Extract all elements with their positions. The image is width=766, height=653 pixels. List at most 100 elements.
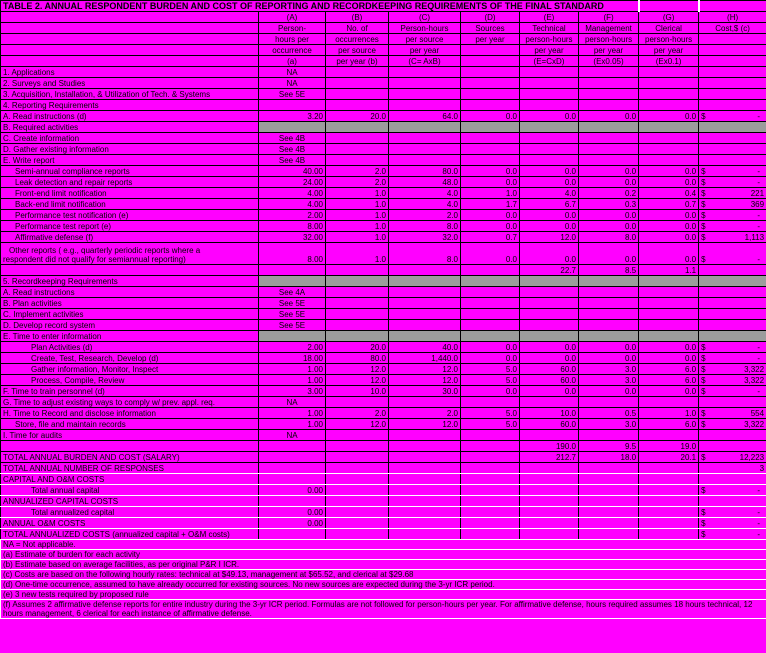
cell-A[interactable]: 0.00 — [258, 484, 326, 496]
column-header-E[interactable]: (E) — [519, 11, 579, 23]
cell-F[interactable] — [577, 154, 640, 166]
cell-F[interactable] — [577, 396, 640, 408]
cell-H[interactable] — [698, 429, 766, 441]
cell-H[interactable]: $ - — [698, 176, 766, 188]
cell-C[interactable] — [388, 440, 461, 452]
cell-D[interactable]: 5.0 — [460, 407, 520, 419]
cell-A[interactable]: NA — [258, 77, 326, 89]
title-empty-cell-g[interactable] — [637, 0, 700, 12]
cell-A[interactable]: 4.00 — [258, 198, 326, 210]
column-header-B[interactable]: No. of — [325, 22, 389, 34]
column-header-B[interactable]: per source — [325, 44, 389, 56]
column-header-C[interactable]: (C= AxB) — [388, 55, 461, 67]
cell-D[interactable] — [460, 264, 520, 276]
cell-B[interactable] — [325, 143, 389, 155]
cell-G[interactable] — [638, 77, 700, 89]
cell-F[interactable] — [577, 143, 640, 155]
cell-E[interactable] — [519, 88, 579, 100]
column-header-D[interactable]: Sources — [460, 22, 520, 34]
cell-A[interactable]: 0.00 — [258, 506, 326, 518]
cell-E[interactable]: 190.0 — [519, 440, 579, 452]
cell-A[interactable] — [258, 495, 326, 507]
cell-D[interactable] — [460, 330, 520, 342]
title-empty-cell-h[interactable] — [697, 0, 766, 12]
column-header-F[interactable]: (F) — [577, 11, 640, 23]
cell-C[interactable] — [388, 396, 461, 408]
cell-C[interactable] — [388, 286, 461, 298]
column-header-A[interactable]: occurrence — [258, 44, 326, 56]
cell-G[interactable]: 20.1 — [638, 451, 700, 463]
footnote[interactable]: (a) Estimate of burden for each activity — [0, 549, 766, 560]
cell-A[interactable]: See 5E — [258, 297, 326, 309]
cell-G[interactable] — [638, 506, 700, 518]
cell-E[interactable] — [519, 330, 579, 342]
cell-F[interactable] — [577, 473, 640, 485]
cell-G[interactable] — [638, 286, 700, 298]
cell-F[interactable] — [577, 308, 640, 320]
cell-A[interactable] — [258, 121, 326, 133]
row-label[interactable]: Affirmative defense (f) — [0, 231, 259, 243]
column-header-A[interactable]: hours per — [258, 33, 326, 45]
cell-F[interactable] — [577, 121, 640, 133]
cell-E[interactable] — [519, 396, 579, 408]
cell-E[interactable]: 60.0 — [519, 418, 579, 430]
cell-A[interactable]: 3.00 — [258, 385, 326, 397]
cell-E[interactable]: 60.0 — [519, 374, 579, 386]
cell-A[interactable]: 8.00 — [258, 242, 326, 265]
cell-E[interactable] — [519, 462, 579, 474]
cell-B[interactable] — [325, 319, 389, 331]
cell-E[interactable] — [519, 297, 579, 309]
cell-D[interactable] — [460, 77, 520, 89]
cell-E[interactable] — [519, 154, 579, 166]
cell-D[interactable]: 1.7 — [460, 198, 520, 210]
cell-F[interactable] — [577, 297, 640, 309]
column-header-D[interactable] — [460, 55, 520, 67]
cell-B[interactable]: 2.0 — [325, 407, 389, 419]
cell-D[interactable]: 0.0 — [460, 220, 520, 232]
cell-H[interactable] — [698, 330, 766, 342]
cell-G[interactable]: 0.0 — [638, 220, 700, 232]
cell-C[interactable] — [388, 473, 461, 485]
column-header-H[interactable] — [698, 33, 766, 45]
cell-C[interactable] — [388, 484, 461, 496]
cell-E[interactable]: 22.7 — [519, 264, 579, 276]
cell-G[interactable]: 19.0 — [638, 440, 700, 452]
row-label[interactable]: CAPITAL AND O&M COSTS — [0, 473, 259, 485]
cell-B[interactable]: 12.0 — [325, 418, 389, 430]
cell-E[interactable]: 0.0 — [519, 209, 579, 221]
cell-C[interactable]: 8.0 — [388, 220, 461, 232]
row-label[interactable]: 4. Reporting Requirements — [0, 99, 259, 111]
column-header-B[interactable]: (B) — [325, 11, 389, 23]
cell-D[interactable]: 0.0 — [460, 110, 520, 122]
cell-F[interactable]: 0.3 — [577, 198, 640, 210]
cell-D[interactable] — [460, 66, 520, 78]
header-label-empty-cell[interactable] — [0, 22, 259, 34]
cell-G[interactable] — [638, 121, 700, 133]
column-header-D[interactable]: (D) — [460, 11, 520, 23]
column-header-G[interactable]: Clerical — [638, 22, 700, 34]
cell-A[interactable]: NA — [258, 429, 326, 441]
cell-G[interactable]: 0.0 — [638, 110, 700, 122]
cell-D[interactable] — [460, 286, 520, 298]
cell-E[interactable]: 0.0 — [519, 176, 579, 188]
cell-B[interactable] — [325, 484, 389, 496]
cell-D[interactable]: 0.0 — [460, 209, 520, 221]
cell-E[interactable]: 0.0 — [519, 352, 579, 364]
column-header-C[interactable]: (C) — [388, 11, 461, 23]
cell-A[interactable]: See 4B — [258, 143, 326, 155]
cell-C[interactable] — [388, 66, 461, 78]
cell-C[interactable] — [388, 528, 461, 540]
cell-G[interactable]: 0.0 — [638, 352, 700, 364]
footnote[interactable]: (e) 3 new tests required by proposed rul… — [0, 589, 766, 600]
cell-F[interactable]: 8.5 — [577, 264, 640, 276]
cell-E[interactable] — [519, 121, 579, 133]
cell-A[interactable]: 3.20 — [258, 110, 326, 122]
column-header-B[interactable]: per year (b) — [325, 55, 389, 67]
row-label[interactable] — [0, 264, 259, 276]
cell-D[interactable] — [460, 429, 520, 441]
row-label[interactable]: E. Write report — [0, 154, 259, 166]
cell-F[interactable] — [577, 429, 640, 441]
cell-A[interactable]: 8.00 — [258, 220, 326, 232]
row-label[interactable]: A. Read instructions (d) — [0, 110, 259, 122]
cell-E[interactable]: 12.0 — [519, 231, 579, 243]
